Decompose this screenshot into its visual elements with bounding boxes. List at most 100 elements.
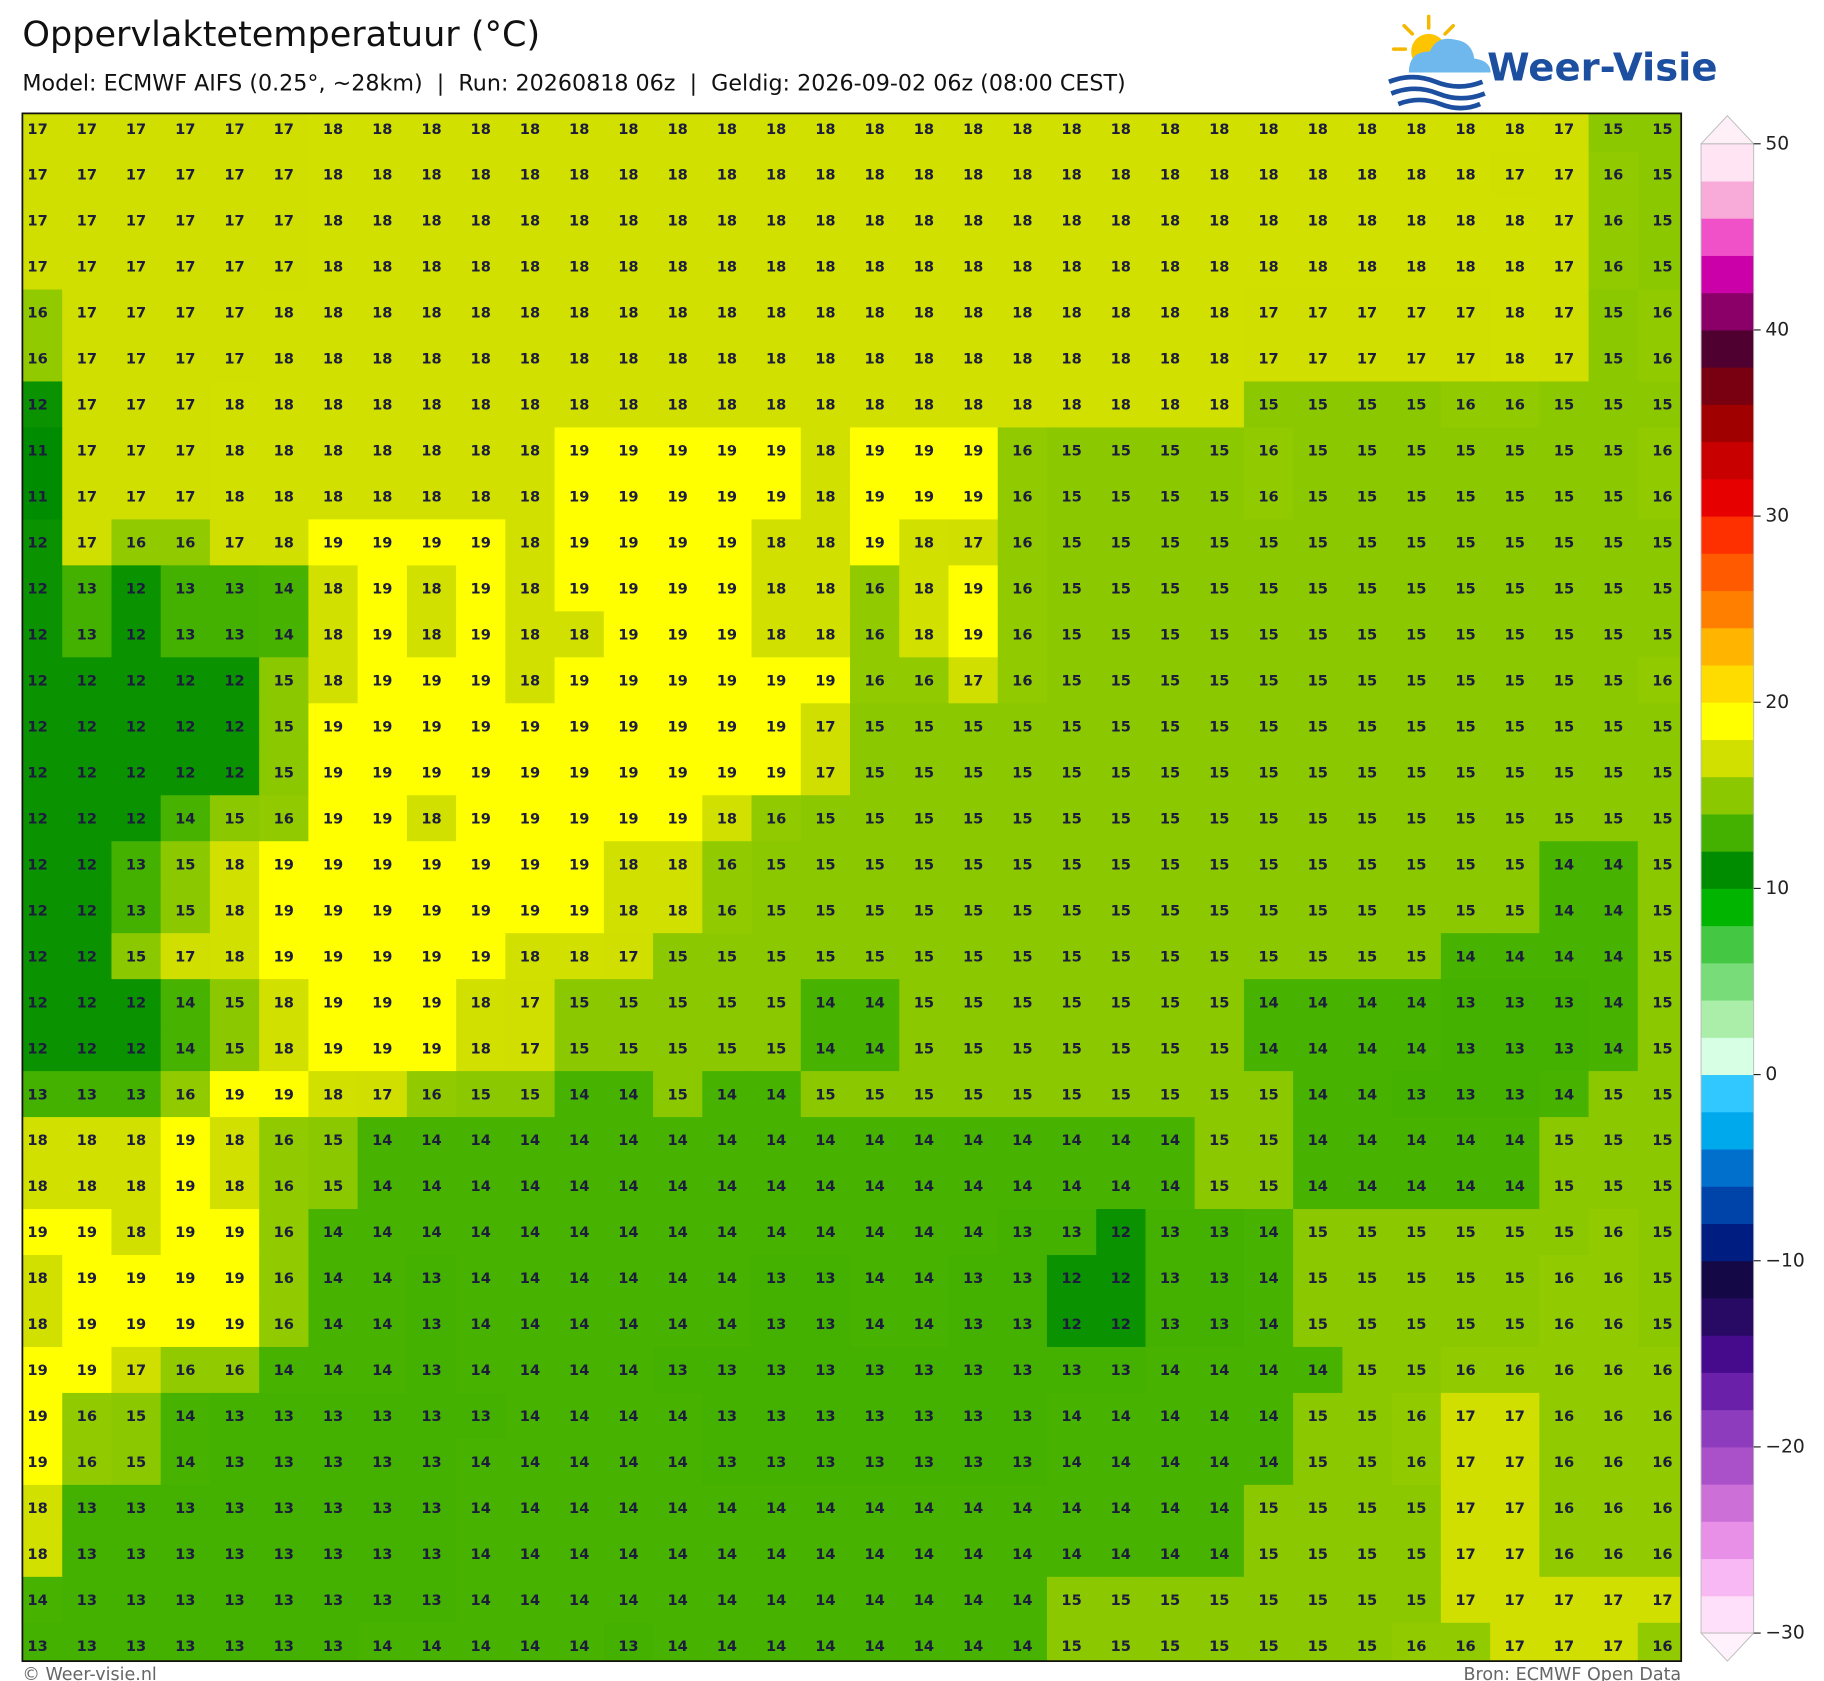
value-cell bbox=[1046, 197, 1097, 245]
value-cell bbox=[357, 703, 408, 750]
value-label: 15 bbox=[175, 856, 195, 873]
value-label: 16 bbox=[274, 810, 294, 827]
value-cell bbox=[702, 795, 753, 842]
value-label: 18 bbox=[569, 351, 589, 368]
value-label: 15 bbox=[1554, 535, 1574, 552]
value-label: 18 bbox=[618, 856, 638, 873]
value-cell bbox=[209, 703, 260, 750]
value-label: 14 bbox=[471, 1132, 491, 1149]
value-cell bbox=[1194, 335, 1245, 383]
value-label: 14 bbox=[569, 1638, 589, 1655]
value-cell bbox=[653, 381, 704, 429]
value-label: 14 bbox=[766, 1500, 786, 1517]
value-label: 17 bbox=[126, 1362, 146, 1379]
value-cell bbox=[554, 703, 605, 750]
value-label: 15 bbox=[471, 1086, 491, 1103]
value-label: 14 bbox=[717, 1546, 737, 1563]
value-cell bbox=[1391, 841, 1442, 888]
value-label: 15 bbox=[224, 810, 244, 827]
value-label: 16 bbox=[274, 1224, 294, 1241]
value-label: 13 bbox=[766, 1408, 786, 1425]
value-label: 16 bbox=[1258, 443, 1278, 460]
value-label: 15 bbox=[1455, 1270, 1475, 1287]
value-label: 15 bbox=[815, 1086, 835, 1103]
value-cell bbox=[702, 519, 753, 567]
value-cell bbox=[1243, 611, 1294, 659]
value-label: 15 bbox=[1061, 718, 1081, 735]
value-cell bbox=[1490, 749, 1541, 796]
value-label: 18 bbox=[1160, 121, 1180, 138]
value-label: 19 bbox=[27, 1224, 47, 1241]
value-label: 18 bbox=[520, 121, 540, 138]
value-cell bbox=[1145, 703, 1196, 750]
value-label: 17 bbox=[224, 305, 244, 322]
value-cell bbox=[1637, 427, 1682, 475]
value-label: 19 bbox=[766, 764, 786, 781]
value-cell bbox=[653, 289, 704, 337]
value-label: 18 bbox=[1406, 121, 1426, 138]
value-label: 14 bbox=[618, 1086, 638, 1103]
value-label: 17 bbox=[1505, 1546, 1525, 1563]
value-label: 15 bbox=[1258, 1638, 1278, 1655]
value-label: 18 bbox=[323, 259, 343, 276]
value-cell bbox=[554, 473, 605, 521]
value-cell bbox=[1588, 703, 1639, 750]
value-cell bbox=[899, 749, 950, 796]
value-cell bbox=[800, 519, 851, 567]
value-label: 17 bbox=[1505, 1454, 1525, 1471]
value-label: 15 bbox=[1357, 1454, 1377, 1471]
value-cell bbox=[554, 749, 605, 796]
value-label: 14 bbox=[1258, 1224, 1278, 1241]
value-label: 19 bbox=[372, 581, 392, 598]
value-cell bbox=[1342, 519, 1393, 567]
colorbar-band bbox=[1701, 1111, 1754, 1150]
value-label: 15 bbox=[1308, 626, 1328, 643]
value-label: 17 bbox=[77, 489, 97, 506]
value-cell bbox=[1293, 243, 1344, 291]
value-cell bbox=[1588, 841, 1639, 888]
value-cell bbox=[751, 197, 802, 245]
value-label: 13 bbox=[421, 1500, 441, 1517]
value-label: 18 bbox=[27, 1270, 47, 1287]
value-label: 17 bbox=[77, 121, 97, 138]
value-label: 19 bbox=[372, 535, 392, 552]
value-cell bbox=[603, 703, 654, 750]
value-cell bbox=[259, 887, 310, 934]
value-label: 15 bbox=[1406, 1316, 1426, 1333]
value-label: 14 bbox=[1111, 1178, 1131, 1195]
value-label: 19 bbox=[618, 718, 638, 735]
value-label: 17 bbox=[1406, 351, 1426, 368]
value-label: 14 bbox=[1061, 1546, 1081, 1563]
colorbar-band bbox=[1701, 1335, 1754, 1373]
value-label: 16 bbox=[1603, 1408, 1623, 1425]
value-label: 18 bbox=[372, 305, 392, 322]
value-cell bbox=[209, 151, 260, 199]
value-label: 15 bbox=[1406, 1546, 1426, 1563]
value-cell bbox=[1490, 611, 1541, 659]
value-cell bbox=[1637, 657, 1682, 704]
value-label: 19 bbox=[668, 489, 688, 506]
value-cell bbox=[160, 473, 211, 521]
value-cell bbox=[603, 795, 654, 842]
value-label: 16 bbox=[1652, 443, 1672, 460]
value-label: 15 bbox=[1061, 764, 1081, 781]
value-cell bbox=[1342, 427, 1393, 475]
value-label: 15 bbox=[1061, 1086, 1081, 1103]
colorbar-tick-label: 40 bbox=[1765, 319, 1789, 340]
value-cell bbox=[505, 657, 556, 704]
value-label: 14 bbox=[963, 1592, 983, 1609]
value-label: 15 bbox=[1308, 810, 1328, 827]
value-label: 19 bbox=[963, 581, 983, 598]
value-label: 14 bbox=[471, 1546, 491, 1563]
value-label: 19 bbox=[224, 1086, 244, 1103]
value-cell bbox=[308, 565, 359, 613]
value-label: 13 bbox=[77, 1592, 97, 1609]
value-label: 18 bbox=[323, 489, 343, 506]
value-label: 18 bbox=[1258, 213, 1278, 230]
value-cell bbox=[259, 565, 310, 613]
value-label: 18 bbox=[864, 397, 884, 414]
value-label: 14 bbox=[1258, 1408, 1278, 1425]
value-cell bbox=[209, 335, 260, 383]
value-label: 18 bbox=[668, 856, 688, 873]
value-label: 15 bbox=[1209, 764, 1229, 781]
